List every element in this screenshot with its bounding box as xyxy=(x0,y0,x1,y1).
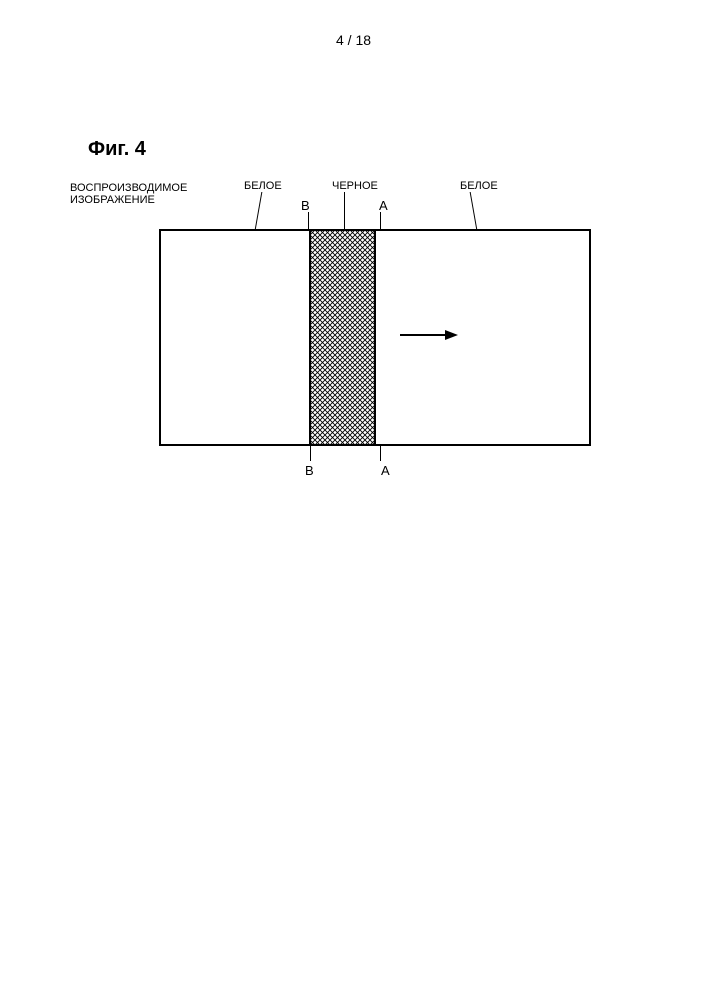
figure-svg xyxy=(80,170,640,490)
figure-page: 4 / 18 Фиг. 4 ВОСПРОИЗВОДИМОЕ ИЗОБРАЖЕНИ… xyxy=(0,0,707,1000)
page-number: 4 / 18 xyxy=(0,32,707,48)
figure-area: ВОСПРОИЗВОДИМОЕ ИЗОБРАЖЕНИЕ БЕЛОЕ B ЧЕРН… xyxy=(80,170,640,490)
black-band xyxy=(310,230,375,445)
figure-title: Фиг. 4 xyxy=(88,138,146,161)
